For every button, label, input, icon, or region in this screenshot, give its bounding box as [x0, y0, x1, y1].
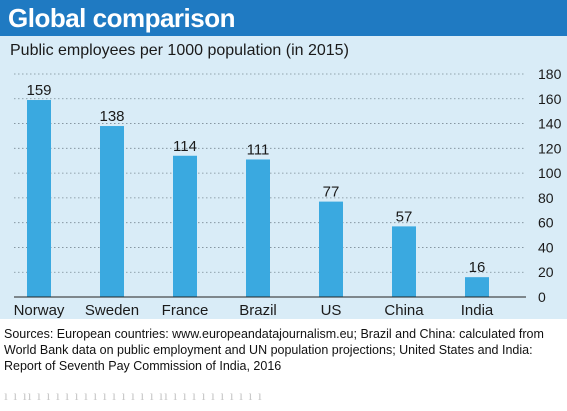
chart-subtitle: Public employees per 1000 population (in… — [10, 42, 349, 59]
y-tick-label: 40 — [538, 239, 554, 255]
y-tick-label: 160 — [538, 91, 562, 107]
y-tick-label: 60 — [538, 215, 554, 231]
bar-chart: 159 138 114 111 77 57 16 0 20 40 60 80 100 120 140 160… — [14, 66, 562, 319]
data-label: 111 — [247, 141, 270, 158]
bar-norway — [27, 100, 51, 298]
sources-note: Sources: European countries: www.europea… — [4, 327, 544, 373]
y-tick-label: 0 — [538, 289, 546, 305]
data-label: 114 — [173, 138, 197, 155]
x-tick-label: Brazil — [239, 302, 277, 319]
x-tick-label: Sweden — [85, 302, 139, 319]
y-tick-label: 120 — [538, 140, 562, 156]
bar-france — [173, 155, 197, 297]
x-tick-label: Norway — [14, 302, 65, 319]
chart-title: Global comparison — [8, 3, 236, 33]
x-tick-label: India — [461, 302, 494, 319]
data-labels: 159 138 114 111 77 57 16 — [26, 82, 485, 276]
x-tick-label: France — [162, 302, 209, 319]
y-axis-ticks: 0 20 40 60 80 100 120 140 160 180 — [538, 66, 562, 305]
y-tick-label: 20 — [538, 264, 554, 280]
data-label: 77 — [323, 184, 340, 201]
y-tick-label: 80 — [538, 190, 554, 206]
bar-us — [319, 201, 343, 297]
x-tick-label: China — [384, 302, 424, 319]
x-axis-ticks: Norway Sweden France Brazil US China India — [14, 302, 494, 319]
data-label: 138 — [99, 108, 124, 125]
title-bar: Global comparison — [0, 0, 567, 36]
faded-text-strip: ı ı ıı ı ı ı ı ı ı ı ı ı ı ı ı ı ıı ı ı … — [4, 389, 263, 404]
bars — [27, 100, 489, 298]
y-tick-label: 180 — [538, 66, 562, 82]
bar-sweden — [100, 126, 124, 298]
data-label: 57 — [396, 208, 413, 225]
y-tick-label: 100 — [538, 165, 562, 181]
data-label: 16 — [469, 259, 486, 276]
x-tick-label: US — [321, 302, 342, 319]
bar-china — [392, 226, 416, 297]
bar-brazil — [246, 159, 270, 297]
y-tick-label: 140 — [538, 116, 562, 132]
data-label: 159 — [26, 82, 51, 99]
bar-india — [465, 277, 489, 297]
